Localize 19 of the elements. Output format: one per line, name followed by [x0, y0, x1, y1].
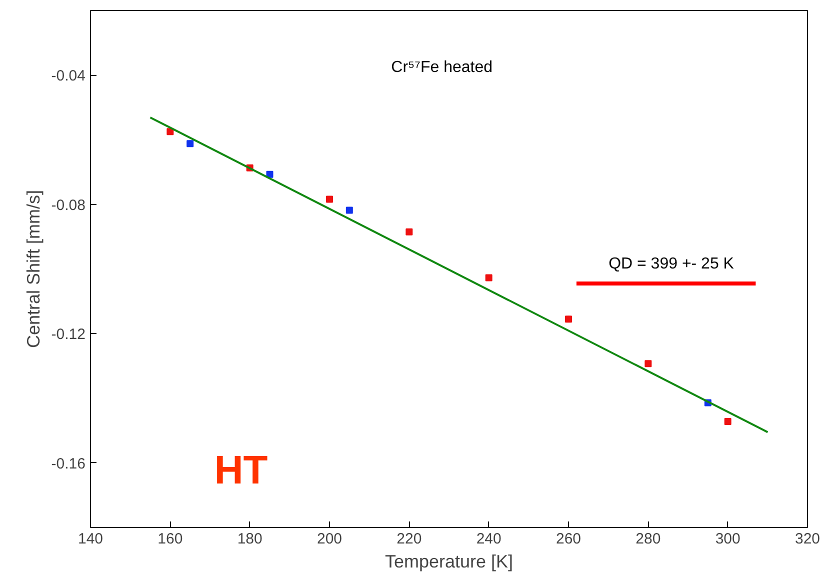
x-tick-label: 260 [556, 530, 582, 548]
x-tick-label: 180 [237, 530, 262, 548]
x-tick-label: 140 [78, 530, 104, 548]
annotation: QD = 399 +- 25 K [608, 255, 734, 272]
x-tick-label: 200 [316, 530, 342, 548]
annotation: HT [214, 448, 268, 493]
x-tick-label: 220 [396, 530, 422, 548]
annotation: Cr⁵⁷Fe heated [391, 58, 493, 76]
y-tick-label: -0.08 [51, 196, 86, 214]
y-tick-label: -0.16 [51, 455, 86, 472]
y-tick-label: -0.04 [51, 68, 86, 85]
x-tick-label: 300 [715, 530, 740, 548]
x-axis-title: Temperature [K] [384, 552, 514, 572]
y-tick-label: -0.12 [51, 326, 86, 344]
x-tick-label: 320 [794, 530, 820, 548]
y-axis-title: Central Shift [mm/s] [23, 190, 44, 348]
x-tick-label: 160 [158, 530, 183, 548]
x-tick-label: 240 [476, 530, 502, 548]
x-tick-label: 280 [636, 530, 661, 548]
